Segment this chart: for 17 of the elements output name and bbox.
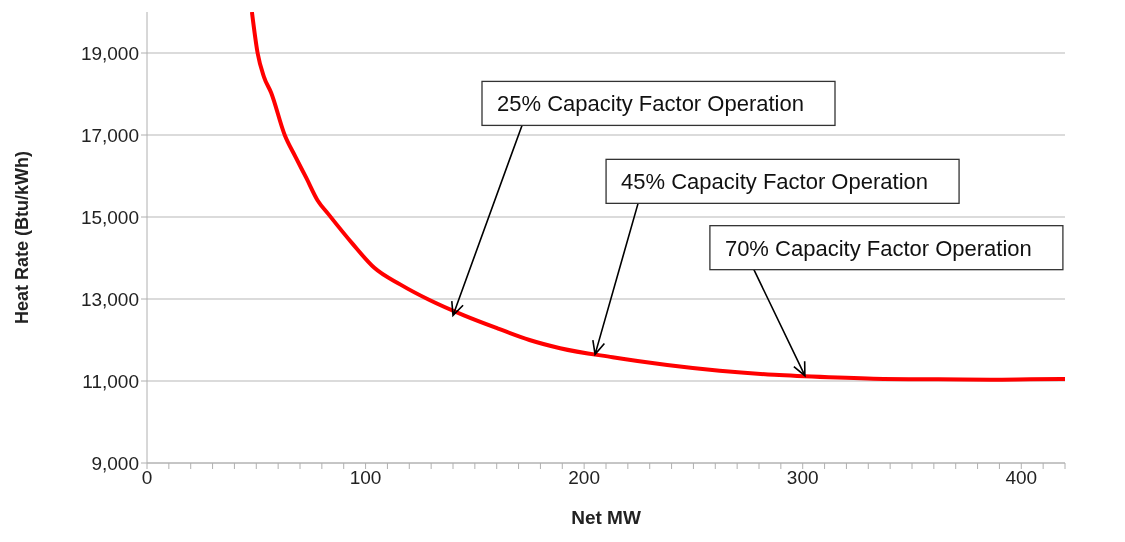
x-tick-label: 100 [349,467,382,489]
annotation: 25% Capacity Factor Operation [497,91,804,117]
y-tick-label: 17,000 [80,124,139,146]
x-tick-label: 200 [568,467,600,489]
y-axis-title: Heat Rate (Btu/kWh) [12,150,32,325]
y-tick-label: 11,000 [82,370,139,392]
x-tick-label: 400 [1005,467,1038,489]
x-tick-label: 300 [786,467,819,489]
line-series [249,12,1065,382]
x-tick-label: 0 [141,467,153,489]
x-axis-title: Net MW [571,507,641,528]
annotation: 70% Capacity Factor Operation [724,235,1032,261]
annotation: 45% Capacity Factor Operation [621,169,929,195]
y-tick-label: 13,000 [80,288,139,310]
y-tick-label: 15,000 [80,206,139,228]
y-tick-label: 9,000 [91,452,139,474]
y-tick-label: 19,000 [80,42,139,64]
